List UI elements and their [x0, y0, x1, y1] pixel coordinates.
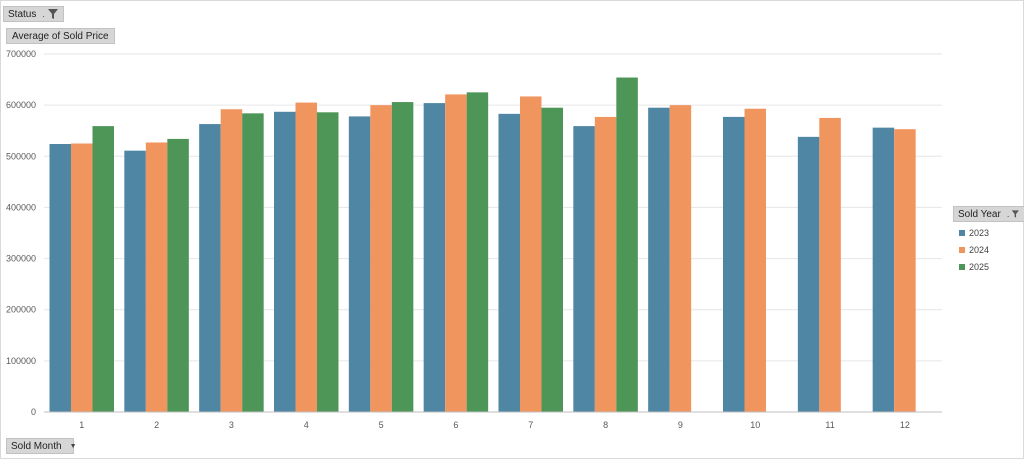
legend-label: 2025: [969, 261, 990, 272]
filter-icon: [1012, 210, 1020, 218]
bar-2023-9: [648, 107, 670, 412]
x-tick-label: 1: [79, 420, 84, 430]
bar-2023-6: [423, 103, 446, 413]
bar-2025-3: [242, 113, 264, 412]
y-tick-label: 200000: [6, 305, 36, 315]
bar-2024-7: [520, 96, 542, 412]
bar-2025-6: [466, 92, 489, 412]
bar-2023-7: [498, 113, 520, 412]
legend-swatch: [959, 246, 965, 253]
x-tick-label: 8: [603, 420, 608, 430]
bar-2025-8: [616, 77, 638, 413]
x-tick-label: 5: [379, 420, 384, 430]
x-tick-label: 2: [154, 420, 159, 430]
x-tick-label: 9: [678, 420, 683, 430]
bar-2023-1: [49, 144, 71, 413]
legend-swatch: [959, 263, 965, 270]
chevron-down-icon: ▼: [69, 442, 77, 450]
legend-swatch: [959, 229, 965, 236]
axis-field-button[interactable]: Sold Month ▼: [6, 438, 77, 454]
bar-2024-10: [744, 108, 766, 413]
legend-label: 2023: [969, 227, 990, 238]
axis-field-label: Sold Month: [11, 440, 62, 452]
legend-field-label: Sold Year: [958, 208, 1001, 220]
y-tick-label: 400000: [6, 202, 36, 212]
bar-2025-4: [317, 112, 339, 412]
bar-2024-9: [669, 105, 692, 413]
x-tick-label: 10: [750, 420, 760, 430]
y-tick-label: 0: [31, 407, 36, 417]
y-tick-label: 100000: [6, 356, 36, 366]
bar-2023-5: [348, 116, 371, 412]
measure-field-button[interactable]: Average of Sold Price: [6, 28, 115, 44]
bar-2024-1: [71, 143, 93, 412]
x-tick-label: 6: [453, 420, 458, 430]
bar-2023-2: [124, 150, 146, 412]
measure-field-label: Average of Sold Price: [12, 30, 109, 42]
bar-2023-11: [797, 136, 820, 412]
x-tick-label: 11: [825, 420, 834, 430]
bar-2025-7: [541, 107, 563, 412]
y-tick-label: 600000: [6, 100, 36, 110]
bar-2024-4: [295, 102, 317, 412]
legend-item-2025: 2025: [959, 258, 989, 275]
bar-2025-5: [391, 102, 414, 413]
bar-2023-12: [872, 127, 895, 412]
legend-field-button[interactable]: Sold Year .: [953, 206, 1024, 222]
bar-2023-4: [274, 111, 296, 412]
bar-2023-3: [199, 124, 221, 413]
y-tick-label: 700000: [6, 49, 36, 59]
status-filter-label: Status: [8, 8, 37, 20]
bar-2024-3: [220, 109, 243, 412]
bar-2023-8: [573, 126, 595, 413]
x-tick-label: 7: [528, 420, 533, 430]
bar-2024-8: [594, 116, 617, 413]
bar-2024-11: [819, 117, 841, 412]
y-tick-label: 500000: [6, 151, 36, 161]
x-tick-label: 3: [229, 420, 234, 430]
bar-2024-6: [445, 94, 467, 412]
x-tick-label: 4: [304, 420, 309, 430]
bar-2025-1: [92, 126, 114, 413]
filter-icon: [47, 9, 58, 19]
legend-label: 2024: [969, 244, 990, 255]
y-tick-label: 300000: [6, 254, 36, 264]
bar-2025-2: [167, 138, 189, 412]
bar-2023-10: [723, 116, 745, 413]
status-filter-dot: .: [42, 9, 45, 19]
status-filter-button[interactable]: Status .: [3, 6, 64, 22]
bar-2024-5: [370, 105, 392, 413]
legend-item-2024: 2024: [959, 241, 989, 258]
bar-2024-12: [894, 129, 916, 412]
bar-2024-2: [145, 142, 168, 412]
legend-field-dot: .: [1006, 209, 1010, 219]
x-tick-label: 12: [900, 420, 910, 430]
chart-legend: 2023 2024 2025: [959, 224, 989, 275]
legend-item-2023: 2023: [959, 224, 989, 241]
